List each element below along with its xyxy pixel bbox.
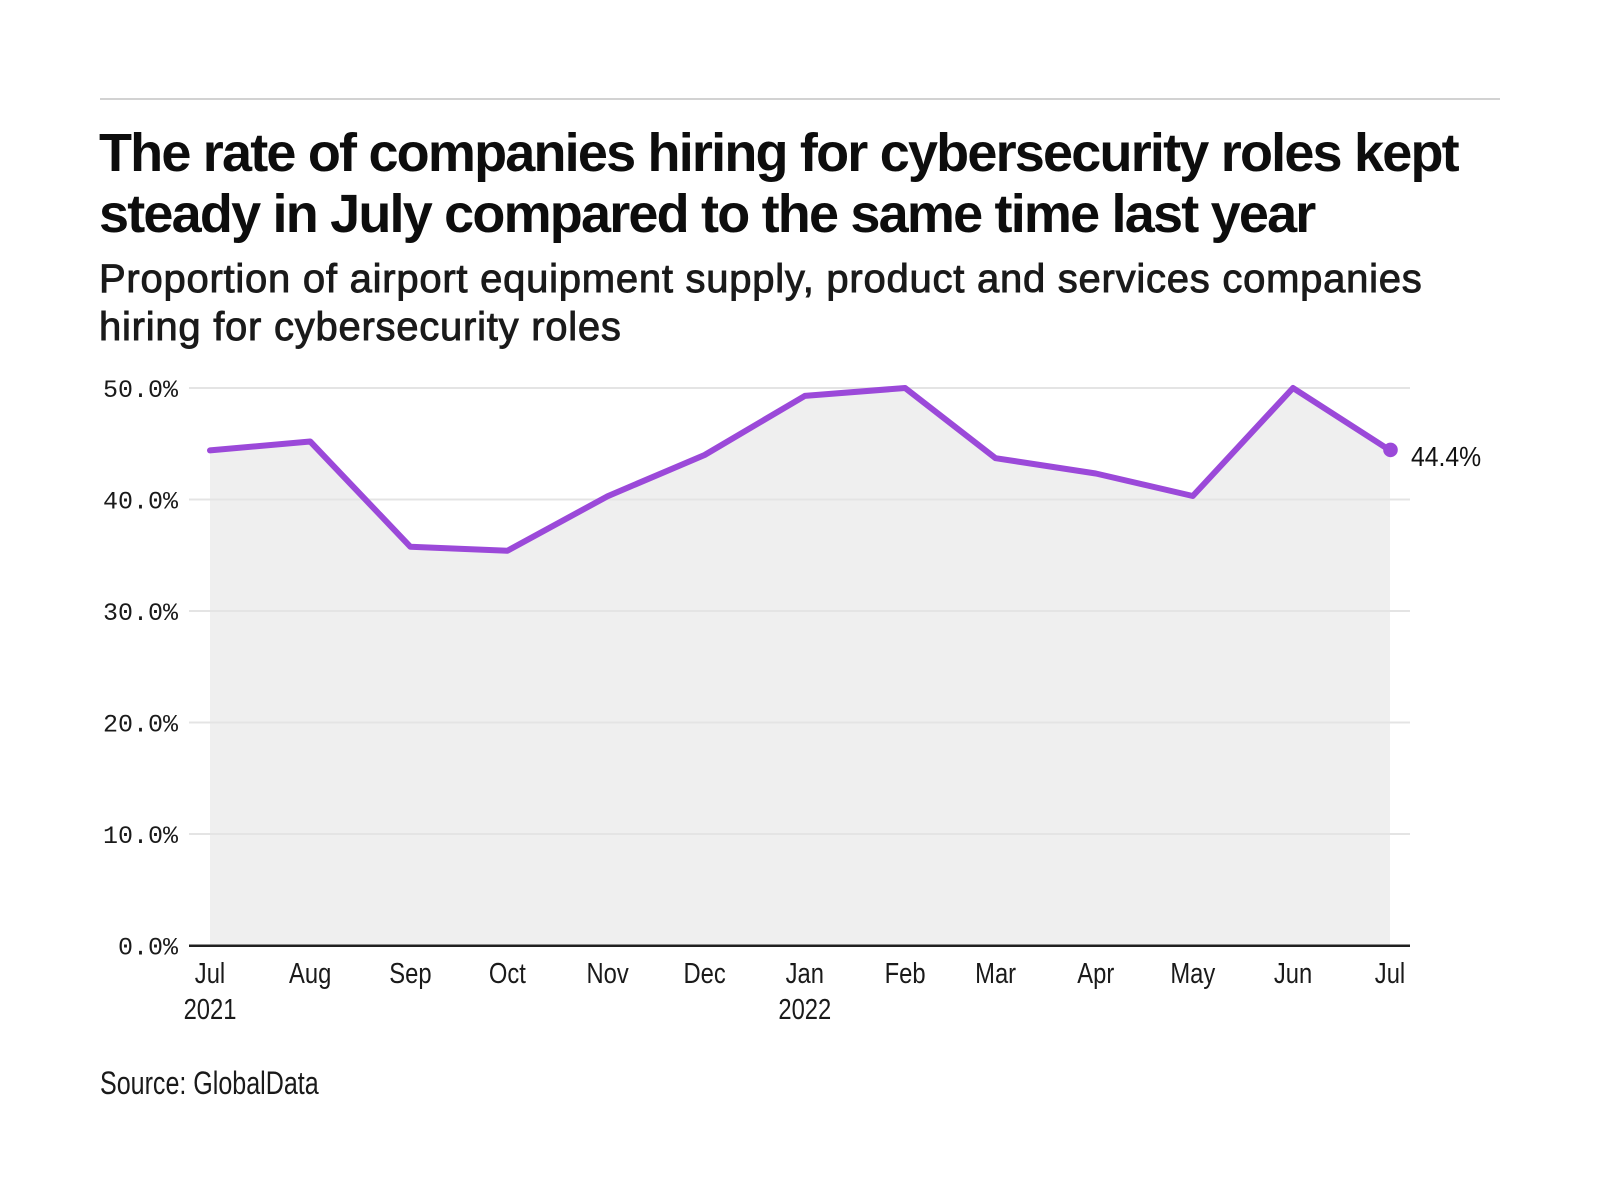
svg-text:Jan: Jan (786, 957, 824, 990)
svg-text:Dec: Dec (683, 957, 725, 990)
svg-text:Jul: Jul (1375, 957, 1405, 990)
svg-text:2022: 2022 (778, 993, 831, 1026)
svg-text:Sep: Sep (389, 957, 431, 990)
svg-text:10.0%: 10.0% (103, 822, 179, 851)
svg-text:44.4%: 44.4% (1411, 441, 1481, 473)
svg-text:May: May (1170, 957, 1216, 990)
svg-text:Jun: Jun (1274, 957, 1312, 990)
svg-text:Feb: Feb (885, 957, 926, 990)
svg-text:20.0%: 20.0% (103, 710, 179, 739)
svg-text:30.0%: 30.0% (103, 599, 179, 628)
svg-text:Aug: Aug (289, 957, 331, 990)
svg-text:0.0%: 0.0% (118, 933, 179, 962)
svg-text:Jul: Jul (195, 957, 225, 990)
svg-text:Nov: Nov (586, 957, 629, 990)
svg-text:Oct: Oct (489, 957, 527, 990)
svg-text:40.0%: 40.0% (103, 487, 179, 516)
svg-text:Mar: Mar (975, 957, 1016, 990)
svg-text:50.0%: 50.0% (103, 376, 179, 405)
svg-text:Apr: Apr (1077, 957, 1114, 990)
svg-text:2021: 2021 (184, 993, 237, 1026)
